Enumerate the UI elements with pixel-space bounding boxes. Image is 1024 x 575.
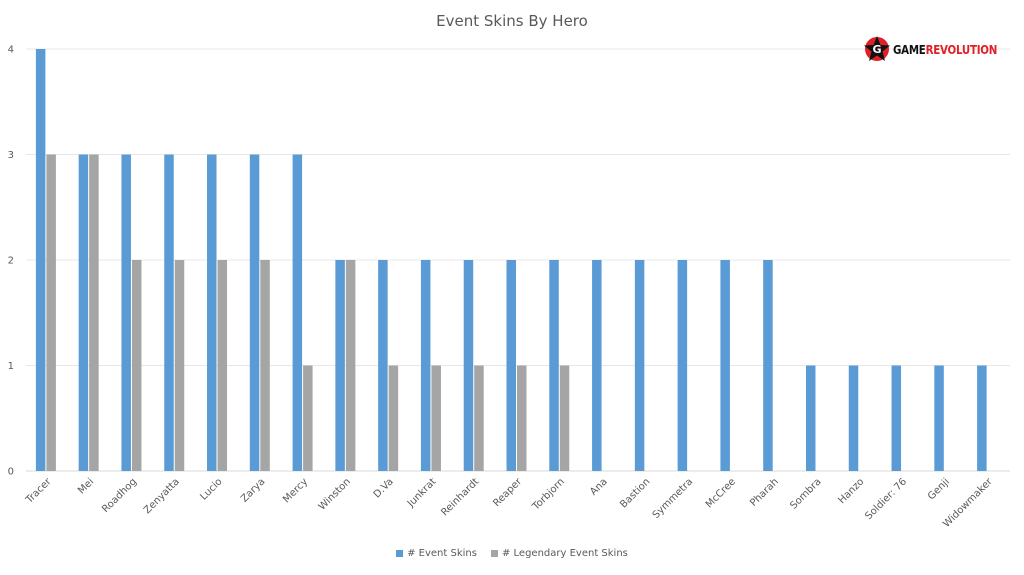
x-tick-label: Tracer (23, 476, 54, 507)
bar-legendary-event-skins (474, 365, 484, 471)
bar-event-skins (249, 154, 260, 471)
x-tick-label: Symmetra (651, 476, 696, 521)
svg-text:G: G (872, 43, 881, 56)
bar-legendary-event-skins (303, 365, 313, 471)
y-tick-label: 1 (8, 361, 14, 372)
bar-legendary-event-skins (260, 260, 270, 471)
x-tick-label: Mei (76, 476, 96, 496)
bar-legendary-event-skins (131, 260, 142, 471)
y-tick-label: 4 (8, 45, 14, 56)
star-icon: G (864, 36, 890, 61)
legend-swatch-event-skins (396, 550, 404, 557)
bar-event-skins (78, 154, 89, 471)
bar-event-skins (720, 260, 730, 471)
bar-legendary-event-skins (559, 365, 570, 471)
x-tick-label: Genji (926, 476, 952, 502)
bar-legendary-event-skins (89, 154, 99, 471)
gamerevolution-logo: G GAMEREVOLUTION (864, 34, 1020, 64)
bar-event-skins (35, 49, 46, 471)
x-tick-label: Hanzo (836, 476, 866, 506)
chart-title: Event Skins By Hero (436, 12, 588, 30)
y-tick-label: 3 (8, 150, 14, 161)
x-tick-label: Bastion (618, 476, 652, 510)
bar-legendary-event-skins (388, 365, 399, 471)
x-tick-label: Zarya (239, 476, 267, 504)
bar-legendary-event-skins (46, 154, 56, 471)
bar-event-skins (848, 365, 859, 471)
x-tick-label: Mercy (281, 476, 310, 505)
bar-event-skins (207, 154, 217, 471)
bar-event-skins (592, 260, 602, 471)
x-tick-label: Reaper (491, 476, 524, 509)
x-tick-label: Ana (588, 476, 609, 497)
legend-swatch-legendary-event-skins (490, 550, 498, 557)
bar-legendary-event-skins (217, 260, 228, 471)
x-tick-label: Lucio (198, 476, 224, 502)
bar-event-skins (420, 260, 431, 471)
logo-text-revolution: REVOLUTION (925, 41, 998, 57)
y-tick-label: 0 (8, 467, 14, 478)
bar-event-skins (977, 365, 987, 471)
x-tick-label: Reinhardt (439, 476, 481, 518)
bar-event-skins (292, 154, 303, 471)
bar-event-skins (634, 260, 645, 471)
legend-label-event-skins: # Event Skins (407, 548, 477, 559)
x-tick-label: Zenyatta (142, 476, 182, 516)
bar-legendary-event-skins (345, 260, 356, 471)
bar-event-skins (805, 365, 816, 471)
logo-text-game: GAME (893, 41, 926, 57)
x-tick-label: Sombra (788, 476, 823, 511)
bar-legendary-event-skins (517, 365, 527, 471)
x-tick-label: Junkrat (405, 476, 439, 510)
legend-label-legendary-event-skins: # Legendary Event Skins (501, 548, 628, 559)
x-tick-label: D.Va (372, 476, 396, 500)
bar-event-skins (677, 260, 688, 471)
bar-event-skins (378, 260, 388, 471)
x-tick-label: Pharah (748, 476, 781, 509)
bar-legendary-event-skins (431, 365, 441, 471)
x-tick-label: McCree (704, 476, 738, 510)
legend-item-event-skins: # Event Skins (396, 548, 477, 559)
legend-item-legendary-event-skins: # Legendary Event Skins (490, 548, 628, 559)
bar-event-skins (891, 365, 902, 471)
bar-event-skins (335, 260, 345, 471)
bar-event-skins (164, 154, 174, 471)
x-tick-label: Roadhog (100, 476, 139, 515)
bar-event-skins (763, 260, 773, 471)
bar-event-skins (506, 260, 516, 471)
bar-event-skins (549, 260, 559, 471)
logo-wordmark: GAMEREVOLUTION (893, 42, 997, 57)
bar-event-skins (934, 365, 944, 471)
y-tick-label: 2 (8, 256, 14, 267)
x-tick-label: Soldier: 76 (863, 476, 909, 522)
bar-event-skins (121, 154, 131, 471)
x-tick-label: Winston (317, 476, 353, 512)
bar-event-skins (463, 260, 474, 471)
chart-legend: # Event Skins # Legendary Event Skins (0, 548, 1024, 559)
bar-legendary-event-skins (174, 260, 185, 471)
x-tick-label: Torbjorn (530, 476, 567, 513)
